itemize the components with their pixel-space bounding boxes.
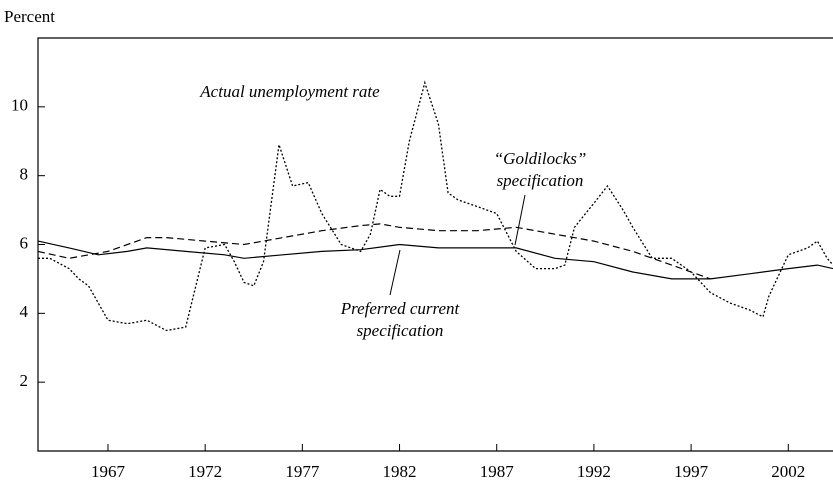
x-tick-label: 1982: [383, 462, 417, 481]
series-annotation: specification: [357, 321, 444, 340]
x-tick-label: 1972: [188, 462, 222, 481]
y-tick-label: 2: [20, 371, 29, 390]
x-tick-label: 1967: [91, 462, 126, 481]
series-annotation: specification: [497, 171, 584, 190]
series-line: [38, 80, 833, 332]
x-tick-label: 1992: [577, 462, 611, 481]
series-annotation: “Goldilocks”: [494, 149, 587, 168]
leader-line: [389, 249, 401, 296]
series-line: [37, 240, 833, 280]
x-tick-label: 2002: [771, 462, 805, 481]
series-line: [37, 223, 711, 280]
leader-line: [514, 194, 526, 246]
x-tick-label: 1987: [480, 462, 515, 481]
plot-frame: [37, 37, 833, 452]
x-tick-label: 1977: [285, 462, 320, 481]
y-tick-label: 6: [20, 233, 29, 252]
series-annotation: Preferred current: [340, 299, 461, 318]
x-tick-label: 1997: [674, 462, 709, 481]
y-tick-label: 4: [20, 302, 29, 321]
y-tick-label: 8: [20, 165, 29, 184]
y-tick-label: 10: [11, 96, 28, 115]
y-axis-label: Percent: [4, 7, 55, 26]
series-annotation: Actual unemployment rate: [199, 82, 380, 101]
